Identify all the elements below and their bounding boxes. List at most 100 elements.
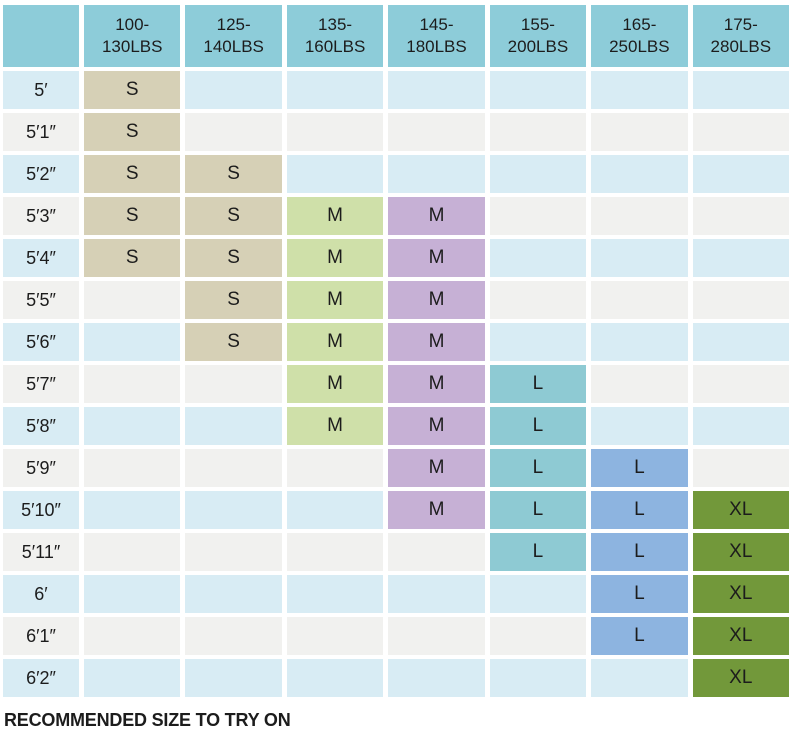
size-cell: S	[84, 71, 181, 109]
size-cell	[286, 659, 384, 697]
row-label: 5′2″	[3, 155, 79, 193]
size-cell	[185, 491, 282, 529]
row-label: 6′2″	[3, 659, 79, 697]
size-cell	[489, 113, 587, 151]
size-cell	[388, 617, 485, 655]
size-cell	[692, 449, 789, 487]
recommended-size-note: RECOMMENDED SIZE TO TRY ON	[4, 710, 291, 730]
size-cell: M	[286, 281, 384, 319]
row-label: 6′1″	[3, 617, 79, 655]
size-cell	[489, 281, 587, 319]
size-cell	[692, 323, 789, 361]
size-cell	[489, 71, 587, 109]
size-cell	[388, 659, 485, 697]
row-label: 5′11″	[3, 533, 79, 571]
column-header: 125- 140LBS	[185, 5, 282, 67]
size-cell: M	[388, 365, 485, 403]
size-cell: L	[591, 533, 688, 571]
size-cell	[591, 197, 688, 235]
size-cell: S	[84, 155, 181, 193]
row-label: 5′9″	[3, 449, 79, 487]
column-header: 135- 160LBS	[286, 5, 384, 67]
size-cell	[84, 491, 181, 529]
size-cell: M	[388, 407, 485, 445]
size-cell	[591, 659, 688, 697]
size-cell: M	[286, 407, 384, 445]
row-label: 6′	[3, 575, 79, 613]
size-cell: L	[489, 407, 587, 445]
size-cell	[489, 197, 587, 235]
size-cell: L	[591, 491, 688, 529]
size-cell	[286, 575, 384, 613]
size-cell: XL	[692, 575, 789, 613]
size-cell	[692, 239, 789, 277]
row-label: 5′3″	[3, 197, 79, 235]
corner-cell	[3, 5, 79, 67]
row-label: 5′5″	[3, 281, 79, 319]
size-cell	[84, 449, 181, 487]
size-cell	[591, 239, 688, 277]
size-cell	[388, 71, 485, 109]
column-header: 145- 180LBS	[388, 5, 485, 67]
size-cell	[286, 449, 384, 487]
size-cell: M	[388, 197, 485, 235]
size-cell: M	[286, 365, 384, 403]
size-chart-table: 100- 130LBS 125- 140LBS 135- 160LBS 145- 18…	[3, 5, 789, 697]
size-cell: M	[388, 281, 485, 319]
size-cell	[84, 617, 181, 655]
column-header: 100- 130LBS	[84, 5, 181, 67]
size-cell	[388, 575, 485, 613]
size-cell: S	[84, 113, 181, 151]
row-label: 5′	[3, 71, 79, 109]
size-cell	[286, 617, 384, 655]
size-cell: L	[591, 449, 688, 487]
size-cell: XL	[692, 617, 789, 655]
size-cell	[489, 155, 587, 193]
size-cell	[388, 155, 485, 193]
size-cell: M	[388, 239, 485, 277]
size-cell: M	[286, 197, 384, 235]
size-cell: L	[489, 449, 587, 487]
size-cell	[185, 365, 282, 403]
size-cell: L	[489, 365, 587, 403]
size-cell	[286, 71, 384, 109]
size-cell: S	[185, 197, 282, 235]
size-cell: S	[185, 323, 282, 361]
size-cell: S	[84, 239, 181, 277]
size-cell	[286, 155, 384, 193]
size-cell	[591, 113, 688, 151]
size-cell	[692, 71, 789, 109]
size-cell	[185, 533, 282, 571]
size-cell: S	[84, 197, 181, 235]
size-cell	[84, 407, 181, 445]
row-label: 5′8″	[3, 407, 79, 445]
size-cell	[692, 155, 789, 193]
size-cell: M	[286, 323, 384, 361]
size-cell	[84, 323, 181, 361]
size-cell: M	[388, 323, 485, 361]
size-cell	[489, 323, 587, 361]
column-header: 175- 280LBS	[692, 5, 789, 67]
size-cell	[185, 575, 282, 613]
size-cell	[388, 113, 485, 151]
size-cell	[286, 113, 384, 151]
size-cell: M	[388, 491, 485, 529]
size-cell	[591, 407, 688, 445]
size-cell	[286, 491, 384, 529]
size-cell	[692, 197, 789, 235]
size-cell	[692, 407, 789, 445]
row-label: 5′10″	[3, 491, 79, 529]
row-label: 5′1″	[3, 113, 79, 151]
size-cell	[84, 575, 181, 613]
size-cell: XL	[692, 659, 789, 697]
size-cell	[489, 617, 587, 655]
size-cell	[388, 533, 485, 571]
size-cell	[84, 365, 181, 403]
size-cell	[591, 71, 688, 109]
row-label: 5′6″	[3, 323, 79, 361]
size-cell	[84, 659, 181, 697]
size-cell: L	[591, 617, 688, 655]
size-cell	[185, 659, 282, 697]
size-cell	[591, 365, 688, 403]
